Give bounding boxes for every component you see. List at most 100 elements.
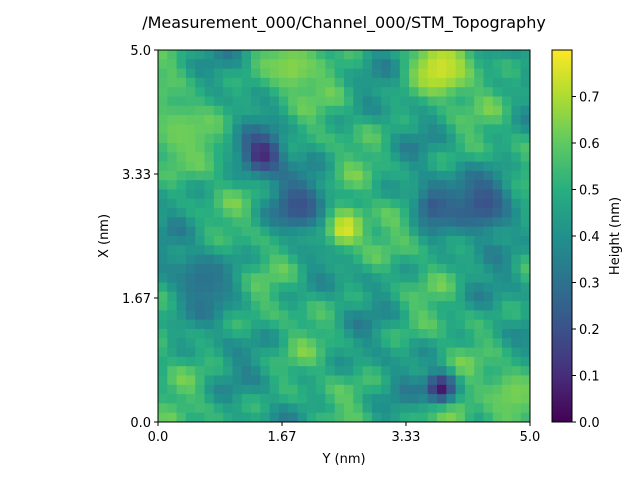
heatmap-cell [278,384,289,395]
heatmap-cell [511,394,522,404]
heatmap-cell [427,301,438,311]
heatmap-cell [316,170,326,181]
heatmap-cell [371,347,382,358]
heatmap-cell [288,189,299,200]
heatmap-cell [195,161,206,172]
heatmap-cell [446,273,457,284]
heatmap-cell [511,310,522,321]
heatmap-cell [223,273,233,284]
heatmap-cell [176,254,187,265]
heatmap-cell [437,105,447,116]
heatmap-cell [418,338,429,349]
heatmap-cell [390,236,401,246]
heatmap-cell [316,59,326,70]
heatmap-cell [316,375,326,386]
heatmap-cell [427,403,438,414]
heatmap-cell [334,347,345,358]
heatmap-cell [195,394,206,404]
heatmap-cell [232,59,243,70]
heatmap-cell [297,50,308,60]
heatmap-cell [158,394,168,404]
heatmap-cell [353,319,364,330]
heatmap-cell [437,329,447,339]
heatmap-cell [278,87,289,98]
heatmap-cell [195,291,206,302]
heatmap-cell [158,319,168,330]
heatmap-cell [427,394,438,404]
heatmap-cell [353,282,364,293]
heatmap-cell [483,59,494,70]
heatmap-cell [381,282,392,293]
heatmap-cell [325,245,336,256]
heatmap-cell [344,77,354,88]
heatmap-cell [492,133,503,144]
heatmap-cell [185,133,196,144]
heatmap-cell [455,254,466,265]
heatmap-cell [511,77,522,88]
heatmap-cell [437,366,447,377]
heatmap-cell [334,338,345,349]
heatmap-cell [483,236,494,246]
heatmap-cell [381,96,392,107]
heatmap-cell [492,50,503,60]
heatmap-cell [306,263,317,274]
heatmap-cell [204,254,215,265]
heatmap-cell [437,245,447,256]
heatmap-cell [241,87,252,98]
heatmap-cell [241,282,252,293]
heatmap-cell [390,77,401,88]
heatmap-cell [427,68,438,79]
heatmap-cell [502,189,512,200]
heatmap-cell [204,412,215,422]
heatmap-cell [474,375,485,386]
heatmap-cell [288,301,299,311]
heatmap-cell [232,198,243,209]
heatmap-cell [278,329,289,339]
heatmap-cell [418,68,429,79]
heatmap-cell [223,310,233,321]
heatmap-cell [306,96,317,107]
heatmap-cell [409,87,419,98]
heatmap-cell [427,170,438,181]
heatmap-cell [464,143,475,153]
heatmap-cell [492,180,503,191]
heatmap-cell [344,124,354,135]
heatmap-cell [520,329,530,339]
heatmap-cell [223,50,233,60]
heatmap-cell [232,217,243,228]
heatmap-cell [278,356,289,367]
heatmap-cell [362,291,373,302]
y-tick-label: 0.0 [130,416,151,431]
heatmap-cell [334,329,345,339]
heatmap-cell [344,263,354,274]
heatmap-cell [371,226,382,237]
heatmap-cell [269,161,280,172]
heatmap-cell [455,180,466,191]
heatmap-cell [455,170,466,181]
heatmap-cell [381,394,392,404]
heatmap-cell [288,282,299,293]
heatmap-cell [474,263,485,274]
heatmap-cell [232,254,243,265]
heatmap-cell [195,115,206,125]
heatmap-cell [353,180,364,191]
heatmap-cell [241,245,252,256]
heatmap-cell [492,310,503,321]
plot-frame [157,49,531,423]
heatmap-cell [492,77,503,88]
heatmap-cell [288,105,299,116]
heatmap-cell [492,226,503,237]
heatmap-cell [297,273,308,284]
heatmap-cell [427,338,438,349]
heatmap-cell [213,282,224,293]
heatmap-cell [204,198,215,209]
heatmap-cell [297,152,308,163]
heatmap-cell [446,375,457,386]
heatmap-cell [223,319,233,330]
heatmap-cell [167,96,178,107]
y-tick-label: 3.33 [122,168,151,183]
heatmap-cell [353,329,364,339]
heatmap-cell [325,198,336,209]
heatmap-cell [297,394,308,404]
heatmap-cell [390,412,401,422]
